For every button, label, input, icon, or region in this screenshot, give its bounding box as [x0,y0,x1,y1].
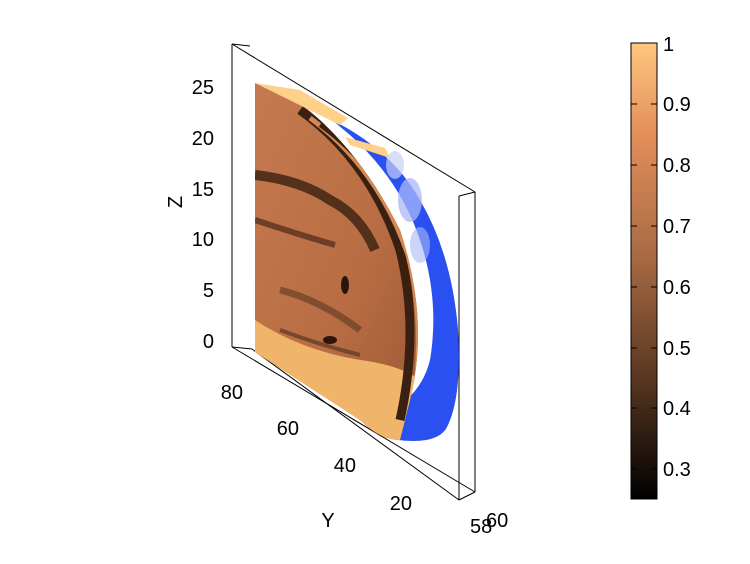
colorbar-tick-label: 0.7 [663,216,691,238]
isosurface-shell [332,120,459,441]
colorbar-tick-label: 0.3 [663,459,691,481]
z-tick-label: 25 [192,77,214,99]
z-tick-label: 10 [192,229,214,251]
bounding-box [231,43,476,501]
colorbar-tick-label: 0.5 [663,338,691,360]
z-tick-label: 20 [192,128,214,150]
colorbar-tick-label: 1 [663,34,674,56]
y-axis: 80 60 40 20 Y [221,382,412,532]
z-tick-label: 0 [203,331,214,353]
colorbar-tick-label: 0.8 [663,155,691,177]
y-tick-label: 80 [221,382,243,404]
colorbar-tick-label: 0.6 [663,277,691,299]
colorbar: 0.3 0.4 0.5 0.6 0.7 0.8 0.9 1 [630,34,691,500]
colorbar-tick-label: 0.9 [663,94,691,116]
y-tick-label: 60 [277,418,299,440]
colorbar-gradient [630,42,658,500]
colorbar-tick-label: 0.4 [663,398,691,420]
z-axis: 0 5 10 15 20 25 Z [165,77,214,353]
z-tick-label: 5 [203,280,214,302]
y-tick-label: 20 [390,493,412,515]
x-axis: 58 60 [470,510,508,538]
x-tick-label: 58 [470,516,492,538]
y-axis-label: Y [321,510,334,532]
slice-surface [255,83,418,440]
x-tick-label: 60 [486,510,508,532]
y-tick-label: 40 [334,455,356,477]
z-axis-label: Z [165,196,187,208]
colorbar-ticks [631,103,657,470]
z-tick-label: 15 [192,179,214,201]
